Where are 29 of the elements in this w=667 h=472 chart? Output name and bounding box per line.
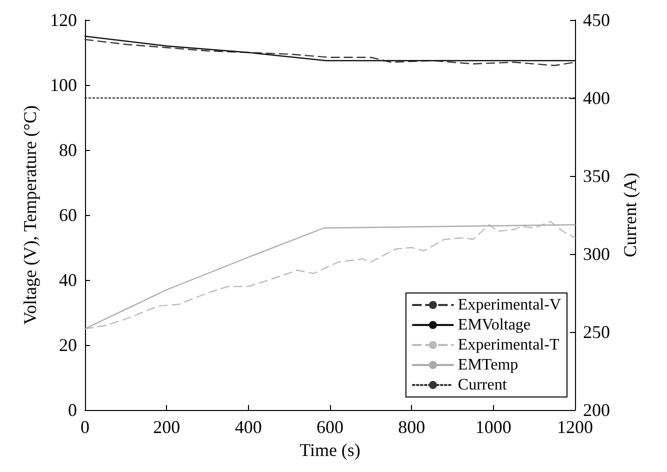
y2-tick-label: 450 — [583, 10, 610, 30]
y-tick-label: 40 — [59, 270, 77, 290]
y-tick-label: 80 — [59, 140, 77, 160]
y2-tick-label: 350 — [583, 166, 610, 186]
x-axis-title: Time (s) — [300, 440, 360, 460]
y2-tick-label: 300 — [583, 244, 610, 264]
legend-label: Current — [458, 376, 508, 394]
legend-label: EMVoltage — [458, 316, 531, 334]
x-tick-label: 600 — [316, 417, 344, 437]
y-axis-title: Voltage (V), Temperature (°C) — [20, 105, 40, 325]
y-tick-label: 60 — [59, 205, 77, 225]
legend-label: Experimental-V — [458, 296, 562, 314]
x-tick-label: 200 — [153, 417, 180, 437]
x-tick-label: 1000 — [475, 417, 512, 437]
x-tick-label: 800 — [398, 417, 426, 437]
y2-tick-label: 200 — [583, 400, 610, 420]
legend-label: Experimental-T — [458, 336, 560, 354]
y-tick-label: 20 — [59, 335, 77, 355]
x-tick-label: 0 — [80, 417, 90, 437]
y2-tick-label: 400 — [583, 88, 610, 108]
y-tick-label: 100 — [50, 75, 77, 95]
y-tick-label: 120 — [50, 10, 77, 30]
line-series — [84, 36, 576, 62]
y2-tick-label: 250 — [583, 322, 610, 342]
legend-label: EMTemp — [458, 356, 518, 374]
x-tick-label: 1200 — [557, 417, 593, 437]
y-tick-label: 0 — [68, 400, 77, 420]
x-tick-label: 400 — [234, 417, 262, 437]
y2-axis-title: Current (A) — [620, 172, 640, 258]
